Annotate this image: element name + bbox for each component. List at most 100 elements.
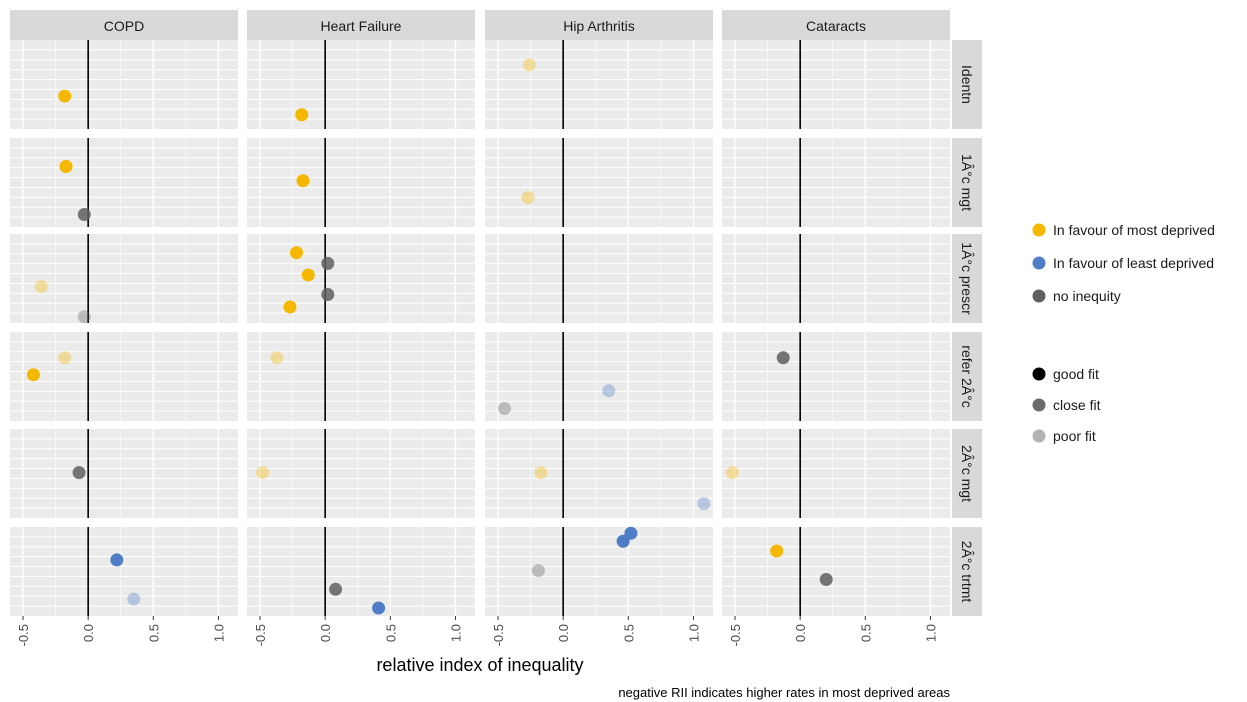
legend-color-label: In favour of least deprived [1053, 255, 1214, 271]
data-point [72, 466, 86, 480]
panel-background [247, 234, 475, 323]
data-point [329, 582, 343, 596]
facet-panel [247, 429, 475, 518]
facet-panel [10, 40, 238, 129]
data-point [624, 526, 638, 540]
data-point [77, 310, 91, 324]
data-point [110, 553, 124, 567]
facet-panel [10, 332, 238, 421]
row-strip [952, 138, 982, 227]
data-points [26, 58, 833, 615]
legend: In favour of most deprived In favour of l… [1032, 222, 1215, 444]
data-point [127, 592, 141, 606]
x-tick-label: 0.0 [793, 624, 808, 642]
data-point [290, 246, 304, 260]
facet-panel [247, 332, 475, 421]
row-strip [952, 429, 982, 518]
data-point [58, 351, 72, 365]
facet-panel [722, 234, 950, 323]
data-point [819, 573, 833, 587]
data-point [270, 351, 284, 365]
row-strip-label: refer 2Â°c [959, 345, 975, 407]
panel-background [485, 429, 713, 518]
data-point [321, 288, 335, 302]
data-point [531, 564, 545, 578]
column-strip-label: Cataracts [806, 18, 866, 34]
legend-color-label: no inequity [1053, 288, 1121, 304]
chart-caption: negative RII indicates higher rates in m… [618, 685, 950, 700]
data-point [697, 497, 711, 511]
data-point [776, 351, 790, 365]
x-tick-label: -0.5 [491, 624, 506, 646]
data-point [372, 601, 386, 615]
panel-background [485, 332, 713, 421]
data-point [534, 466, 548, 480]
facet-panel [10, 234, 238, 323]
panel-background [247, 527, 475, 616]
x-tick-label: 0.5 [383, 624, 398, 642]
x-axis-label: relative index of inequality [376, 655, 583, 675]
panel-background [722, 234, 950, 323]
panel-background [247, 429, 475, 518]
facet-panel [10, 138, 238, 227]
panel-background [247, 332, 475, 421]
data-point [58, 89, 72, 103]
facet-grid [10, 40, 950, 616]
panel-background [722, 429, 950, 518]
facet-panel [722, 429, 950, 518]
facet-panel [485, 234, 713, 323]
facet-panel [485, 40, 713, 129]
panel-background [10, 332, 238, 421]
legend-fit-key [1032, 429, 1046, 443]
panel-background [485, 527, 713, 616]
column-strip [722, 10, 950, 40]
facet-panel [247, 234, 475, 323]
row-strip-label: 2Â°c trtmt [959, 541, 975, 603]
row-strip-label: 2Â°c mgt [959, 445, 975, 502]
legend-fit-label: poor fit [1053, 428, 1096, 444]
column-strip [10, 10, 238, 40]
panel-background [10, 429, 238, 518]
data-point [498, 402, 512, 416]
legend-fit-label: good fit [1053, 366, 1099, 382]
column-strip-label: COPD [104, 18, 144, 34]
facet-panel [722, 332, 950, 421]
x-tick-label: 0.5 [858, 624, 873, 642]
data-point [296, 174, 310, 188]
data-point [26, 368, 40, 382]
legend-color-label: In favour of most deprived [1053, 222, 1215, 238]
facet-panel [10, 429, 238, 518]
facet-panel [485, 429, 713, 518]
x-tick-label: -0.5 [728, 624, 743, 646]
data-point [725, 466, 739, 480]
panel-background [485, 138, 713, 227]
data-point [34, 280, 48, 294]
data-point [770, 544, 784, 558]
x-tick-label: -0.5 [16, 624, 31, 646]
x-tick-label: 0.0 [556, 624, 571, 642]
panel-background [10, 40, 238, 129]
x-tick-label: 0.5 [621, 624, 636, 642]
row-strip-label: Identn [959, 65, 975, 104]
panel-background [722, 40, 950, 129]
facet-panel [485, 138, 713, 227]
x-tick-label: 0.5 [146, 624, 161, 642]
column-strip-label: Heart Failure [321, 18, 402, 34]
row-strip-label: 1Â°c prescr [959, 242, 975, 315]
data-point [59, 159, 73, 173]
facet-panel [485, 527, 713, 616]
panel-background [722, 332, 950, 421]
data-point [301, 268, 315, 282]
x-axes: -0.5 0.0 0.5 1.0 -0.5 0.0 0.5 1.0 -0.5 0.0 0.5 1.0 -… [16, 616, 938, 646]
panel-background [247, 40, 475, 129]
legend-color-key [1032, 289, 1046, 303]
x-tick-label: 1.0 [211, 624, 226, 642]
legend-color-key [1032, 256, 1046, 270]
panel-background [10, 527, 238, 616]
row-strip-label: 1Â°c mgt [959, 154, 975, 211]
x-tick-label: -0.5 [253, 624, 268, 646]
x-tick-label: 0.0 [318, 624, 333, 642]
x-tick-label: 1.0 [923, 624, 938, 642]
legend-fit-label: close fit [1053, 397, 1101, 413]
